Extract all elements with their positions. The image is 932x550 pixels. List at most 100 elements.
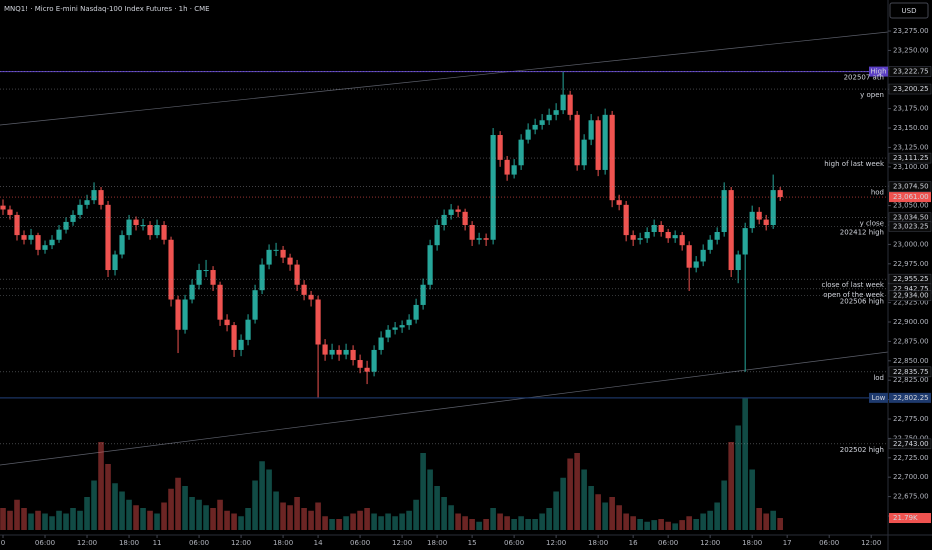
volume-bar <box>168 488 174 530</box>
volume-bar <box>658 519 664 530</box>
trend-line <box>0 351 889 466</box>
trend-line <box>0 31 889 126</box>
volume-bar <box>196 499 202 530</box>
level-name-box <box>869 392 888 403</box>
x-tick-label: 06:00 <box>189 539 209 547</box>
volume-bar <box>420 453 426 530</box>
candle-body <box>721 190 727 233</box>
level-name: High <box>870 68 886 76</box>
candle-body <box>518 139 524 166</box>
volume-bar <box>119 491 125 530</box>
volume-bar <box>7 510 13 530</box>
candle-body <box>476 238 482 240</box>
level-name: close of last week <box>822 281 885 289</box>
candle-body <box>49 239 55 246</box>
y-tick-label: 22,925.00 <box>893 299 929 307</box>
volume-bar <box>651 520 657 530</box>
candle-body <box>77 204 83 215</box>
level-price-box <box>888 181 932 192</box>
candle-body <box>350 349 356 361</box>
volume-bar <box>441 497 447 530</box>
x-tick-label: 06:00 <box>504 539 524 547</box>
volume-bar <box>455 513 461 530</box>
candle-body <box>728 190 734 271</box>
candle-body <box>133 219 139 226</box>
volume-bar <box>42 513 48 530</box>
volume-bar <box>336 519 342 530</box>
currency-button[interactable] <box>889 2 929 19</box>
level-price: 23,222.75 <box>893 68 929 76</box>
volume-bar <box>70 508 76 530</box>
level-name: 202507 ath <box>844 74 884 82</box>
y-tick-label: 22,825.00 <box>893 376 929 384</box>
candle-body <box>196 270 202 285</box>
volume-bar <box>476 521 482 530</box>
y-tick-label: 23,275.00 <box>893 27 929 35</box>
candle-body <box>322 344 328 355</box>
volume-bar <box>105 464 111 530</box>
volume-bar <box>462 516 468 530</box>
x-tick-label: 18:00 <box>273 539 293 547</box>
candle-body <box>329 349 335 355</box>
volume-bar <box>161 502 167 530</box>
level-price: 23,034.50 <box>893 214 929 222</box>
volume-bar <box>385 513 391 530</box>
x-tick-label: 06:00 <box>35 539 55 547</box>
candle-body <box>511 165 517 175</box>
volume-bar <box>294 497 300 530</box>
volume-bar <box>315 502 321 530</box>
candle-body <box>462 211 468 226</box>
currency-label[interactable]: USD <box>902 7 917 15</box>
volume-bar <box>238 516 244 530</box>
candle-body <box>742 228 748 255</box>
candle-body <box>91 190 97 201</box>
candle-body <box>609 114 615 201</box>
volume-label: 21.79K <box>893 514 918 522</box>
y-tick-label: 22,975.00 <box>893 260 929 268</box>
volume-bar <box>434 486 440 530</box>
volume-bar <box>308 510 314 530</box>
level-price: 22,942.75 <box>893 285 929 293</box>
volume-bar <box>574 453 580 530</box>
plot-area <box>0 70 888 530</box>
candle-body <box>189 284 195 300</box>
volume-bar <box>133 505 139 530</box>
candle-body <box>756 211 762 220</box>
candle-body <box>364 367 370 372</box>
volume-bar <box>224 510 230 530</box>
level-price-box <box>888 83 932 95</box>
volume-bar <box>693 519 699 530</box>
candle-body <box>315 299 321 345</box>
candle-body <box>504 159 510 175</box>
volume-bar <box>588 486 594 530</box>
candle-body <box>483 238 489 240</box>
volume-bar <box>14 499 20 530</box>
candle-body <box>679 235 685 246</box>
level-price-box <box>889 392 931 403</box>
level-name: high of last week <box>824 160 885 168</box>
y-tick-label: 23,100.00 <box>893 163 929 171</box>
level-name: 202502 high <box>840 446 884 454</box>
candle-body <box>595 120 601 170</box>
volume-bar <box>504 516 510 530</box>
candle-body <box>252 290 258 320</box>
volume-bar <box>728 442 734 530</box>
volume-bar <box>560 477 566 530</box>
volume-bar <box>511 519 517 530</box>
candle-body <box>238 339 244 350</box>
volume-bar <box>749 469 755 530</box>
candle-body <box>308 294 314 300</box>
candle-body <box>14 214 20 236</box>
volume-bar <box>644 521 650 530</box>
volume-bar <box>546 508 552 530</box>
volume-bar <box>112 483 118 530</box>
volume-bar <box>637 519 643 530</box>
candle-body <box>280 249 286 258</box>
level-name: y close <box>860 220 884 228</box>
volume-bar <box>623 513 629 530</box>
candle-body <box>777 190 783 198</box>
level-price: 23,200.25 <box>893 85 929 93</box>
volume-bar <box>721 480 727 530</box>
volume-bar <box>525 519 531 530</box>
volume-bar <box>154 513 160 530</box>
